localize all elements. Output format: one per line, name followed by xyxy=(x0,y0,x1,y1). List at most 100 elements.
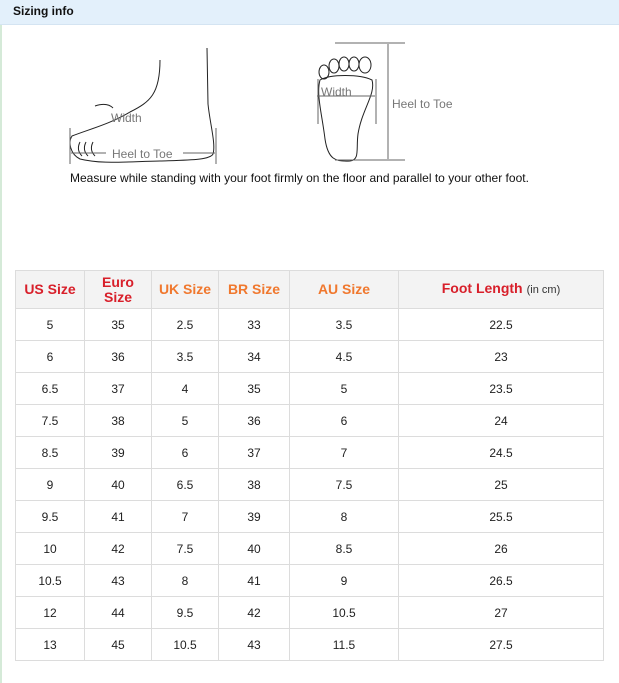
cell-au-size: 5 xyxy=(289,372,399,405)
table-row: 6.5 37 4 35 5 23.5 xyxy=(15,372,604,405)
cell-us-size: 7.5 xyxy=(15,404,85,437)
cell-br-size: 33 xyxy=(218,308,290,341)
table-row: 6 36 3.5 34 4.5 23 xyxy=(15,340,604,373)
table-header-row: US Size Euro Size UK Size BR Size AU Siz… xyxy=(15,270,604,309)
cell-foot-length: 23.5 xyxy=(398,372,604,405)
cell-foot-length: 26 xyxy=(398,532,604,565)
cell-foot-length: 24 xyxy=(398,404,604,437)
cell-us-size: 10 xyxy=(15,532,85,565)
page-title: Sizing info xyxy=(13,4,74,18)
cell-br-size: 42 xyxy=(218,596,290,629)
table-row: 5 35 2.5 33 3.5 22.5 xyxy=(15,308,604,341)
cell-us-size: 8.5 xyxy=(15,436,85,469)
cell-euro-size: 43 xyxy=(84,564,152,597)
table-row: 9.5 41 7 39 8 25.5 xyxy=(15,500,604,533)
foot-length-label: Foot Length xyxy=(441,280,523,296)
cell-uk-size: 7.5 xyxy=(151,532,219,565)
cell-us-size: 5 xyxy=(15,308,85,341)
cell-au-size: 10.5 xyxy=(289,596,399,629)
cell-euro-size: 36 xyxy=(84,340,152,373)
cell-foot-length: 25 xyxy=(398,468,604,501)
cell-uk-size: 3.5 xyxy=(151,340,219,373)
cell-au-size: 7 xyxy=(289,436,399,469)
cell-us-size: 6 xyxy=(15,340,85,373)
header-br-size: BR Size xyxy=(218,270,290,309)
cell-uk-size: 5 xyxy=(151,404,219,437)
sole-width-label: Width xyxy=(321,85,352,99)
table-row: 9 40 6.5 38 7.5 25 xyxy=(15,468,604,501)
header-foot-length: Foot Length (in cm) xyxy=(398,270,604,309)
header-euro-size: Euro Size xyxy=(84,270,152,309)
title-bar: Sizing info xyxy=(0,0,619,25)
cell-us-size: 9 xyxy=(15,468,85,501)
side-heel-to-toe-label: Heel to Toe xyxy=(112,147,173,161)
cell-foot-length: 27 xyxy=(398,596,604,629)
cell-au-size: 3.5 xyxy=(289,308,399,341)
cell-uk-size: 10.5 xyxy=(151,628,219,661)
cell-br-size: 38 xyxy=(218,468,290,501)
header-uk-size: UK Size xyxy=(151,270,219,309)
table-row: 13 45 10.5 43 11.5 27.5 xyxy=(15,628,604,661)
cell-br-size: 34 xyxy=(218,340,290,373)
cell-uk-size: 9.5 xyxy=(151,596,219,629)
cell-euro-size: 45 xyxy=(84,628,152,661)
header-us-size: US Size xyxy=(15,270,85,309)
cell-uk-size: 8 xyxy=(151,564,219,597)
table-row: 10 42 7.5 40 8.5 26 xyxy=(15,532,604,565)
cell-foot-length: 23 xyxy=(398,340,604,373)
cell-br-size: 39 xyxy=(218,500,290,533)
cell-br-size: 37 xyxy=(218,436,290,469)
table-row: 12 44 9.5 42 10.5 27 xyxy=(15,596,604,629)
heel-to-toe-arrow-sole xyxy=(317,42,405,161)
cell-br-size: 36 xyxy=(218,404,290,437)
size-chart-table: US Size Euro Size UK Size BR Size AU Siz… xyxy=(15,270,604,661)
cell-euro-size: 42 xyxy=(84,532,152,565)
cell-euro-size: 44 xyxy=(84,596,152,629)
heel-to-toe-arrow-side xyxy=(69,128,217,164)
cell-au-size: 8 xyxy=(289,500,399,533)
cell-au-size: 4.5 xyxy=(289,340,399,373)
cell-uk-size: 6.5 xyxy=(151,468,219,501)
foot-measurement-illustration xyxy=(69,42,405,164)
cell-euro-size: 39 xyxy=(84,436,152,469)
cell-euro-size: 40 xyxy=(84,468,152,501)
table-row: 7.5 38 5 36 6 24 xyxy=(15,404,604,437)
side-width-label: Width xyxy=(111,111,142,125)
sole-foot-drawing xyxy=(318,56,374,162)
cell-au-size: 6 xyxy=(289,404,399,437)
measure-instruction: Measure while standing with your foot fi… xyxy=(70,171,529,185)
side-foot-drawing xyxy=(69,47,215,163)
cell-foot-length: 24.5 xyxy=(398,436,604,469)
cell-br-size: 40 xyxy=(218,532,290,565)
cell-uk-size: 6 xyxy=(151,436,219,469)
foot-length-unit: (in cm) xyxy=(526,284,561,296)
cell-us-size: 13 xyxy=(15,628,85,661)
cell-br-size: 41 xyxy=(218,564,290,597)
cell-au-size: 9 xyxy=(289,564,399,597)
cell-au-size: 11.5 xyxy=(289,628,399,661)
cell-uk-size: 7 xyxy=(151,500,219,533)
cell-us-size: 9.5 xyxy=(15,500,85,533)
cell-us-size: 10.5 xyxy=(15,564,85,597)
cell-au-size: 7.5 xyxy=(289,468,399,501)
cell-euro-size: 38 xyxy=(84,404,152,437)
cell-uk-size: 4 xyxy=(151,372,219,405)
cell-foot-length: 27.5 xyxy=(398,628,604,661)
cell-us-size: 12 xyxy=(15,596,85,629)
cell-euro-size: 35 xyxy=(84,308,152,341)
cell-au-size: 8.5 xyxy=(289,532,399,565)
cell-br-size: 43 xyxy=(218,628,290,661)
cell-uk-size: 2.5 xyxy=(151,308,219,341)
header-au-size: AU Size xyxy=(289,270,399,309)
table-row: 10.5 43 8 41 9 26.5 xyxy=(15,564,604,597)
cell-euro-size: 41 xyxy=(84,500,152,533)
cell-br-size: 35 xyxy=(218,372,290,405)
cell-foot-length: 22.5 xyxy=(398,308,604,341)
cell-foot-length: 25.5 xyxy=(398,500,604,533)
cell-us-size: 6.5 xyxy=(15,372,85,405)
sole-heel-to-toe-label: Heel to Toe xyxy=(392,97,453,111)
table-row: 8.5 39 6 37 7 24.5 xyxy=(15,436,604,469)
cell-foot-length: 26.5 xyxy=(398,564,604,597)
cell-euro-size: 37 xyxy=(84,372,152,405)
